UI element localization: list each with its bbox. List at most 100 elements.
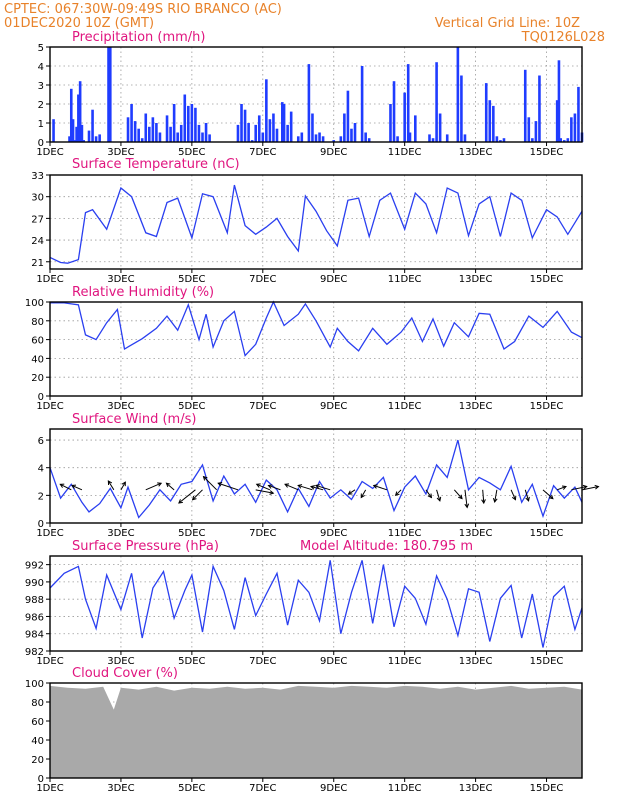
wind-arrow <box>571 484 588 491</box>
precip-bar <box>197 124 201 142</box>
precip-bar <box>82 140 85 142</box>
wind-arrow <box>464 489 470 509</box>
precip-bar <box>531 138 534 142</box>
cloud-xtick-label: 15DEC <box>530 783 564 794</box>
precip-bar <box>307 64 311 142</box>
precip-bar <box>243 109 247 142</box>
wind-arrow <box>71 484 83 491</box>
wind-arrow <box>581 484 600 491</box>
precip-bar <box>187 105 190 142</box>
precip-xtick-label: 5DEC <box>178 147 205 158</box>
temp-xtick-label: 1DEC <box>36 274 63 285</box>
precip-bar <box>438 113 442 142</box>
wind-arrow <box>165 482 175 491</box>
wind-arrow-shaft <box>436 489 441 501</box>
wind-arrow <box>524 489 530 502</box>
wind-arrow <box>178 489 196 504</box>
precip-bar <box>573 113 577 142</box>
cloud-ytick-label: 40 <box>31 736 44 747</box>
precip-frame <box>49 46 583 143</box>
wind-arrow <box>436 489 442 502</box>
pressure-xtick-label: 11DEC <box>388 656 422 667</box>
precip-bar <box>577 86 580 142</box>
wind-arrow <box>120 481 126 491</box>
temp-ytick-label: 30 <box>31 193 44 204</box>
wind-arrow <box>107 480 115 491</box>
wind-arrow-shaft <box>373 484 388 491</box>
precip-bar <box>107 47 110 142</box>
wind-arrow <box>314 484 331 491</box>
header-model-code: TQ0126L028 <box>521 30 605 45</box>
wind-arrow-shaft <box>348 489 356 495</box>
precip-bar <box>208 134 211 142</box>
precip-bar <box>169 126 172 142</box>
precip-bar <box>204 123 208 142</box>
precip-bar <box>343 113 346 142</box>
precip-bar <box>314 134 318 142</box>
precip-bar <box>148 126 151 142</box>
cloud-area <box>50 685 582 778</box>
precip-xtick-label: 15DEC <box>530 147 564 158</box>
precip-bar <box>350 128 353 142</box>
humidity-xtick-label: 9DEC <box>320 401 347 412</box>
precip-bar <box>133 121 137 142</box>
wind-arrow-head <box>157 482 163 487</box>
precip-bar <box>570 117 573 142</box>
humidity-frame <box>49 301 583 397</box>
precip-bar <box>80 124 84 142</box>
precip-ytick-label: 2 <box>38 100 44 111</box>
precip-bar <box>311 113 314 142</box>
humidity-ytick-label: 20 <box>31 373 44 384</box>
wind-arrow-head <box>427 493 433 499</box>
wind-arrow-shaft <box>482 489 485 504</box>
precip-xtick-label: 1DEC <box>36 147 63 158</box>
precip-bar <box>392 81 396 142</box>
precip-xtick-label: 13DEC <box>459 147 493 158</box>
panel-title-precipitation: Precipitation (mm/h) <box>72 30 205 45</box>
wind-arrow-head <box>594 484 600 490</box>
humidity-ytick-label: 80 <box>31 317 44 328</box>
panel-title-humidity: Relative Humidity (%) <box>72 285 214 300</box>
pressure-ytick-label: 992 <box>25 561 44 572</box>
precip-bar <box>282 104 286 142</box>
temp-series-line <box>49 184 583 264</box>
humidity-xtick-label: 7DEC <box>249 401 276 412</box>
wind-arrow <box>217 482 239 491</box>
wind-arrow-shaft <box>453 489 463 499</box>
wind-frame <box>49 428 583 524</box>
panel-title-model-altitude: Model Altitude: 180.795 m <box>300 539 473 554</box>
precip-xtick-label: 9DEC <box>320 147 347 158</box>
precip-bar <box>94 136 98 142</box>
temp-xtick-label: 9DEC <box>320 274 347 285</box>
wind-arrow-shaft <box>315 484 331 491</box>
pressure-xtick-label: 5DEC <box>178 656 205 667</box>
precip-xtick-label: 3DEC <box>107 147 134 158</box>
precip-bar <box>275 128 279 142</box>
temp-panel: 21 24 27 30 33 1DEC 3DEC 5DEC 7DEC 9DEC 11DEC 13DEC… <box>31 171 583 285</box>
wind-arrow-shaft <box>571 486 587 491</box>
wind-arrow-head <box>267 484 273 489</box>
precip-bar <box>534 121 538 142</box>
precip-bar <box>240 104 243 142</box>
precip-bar <box>408 132 412 142</box>
precip-bar <box>165 115 169 142</box>
precip-bar <box>339 136 343 142</box>
precip-xtick-label: 11DEC <box>388 147 422 158</box>
precip-bar <box>250 140 254 142</box>
precip-bar <box>527 117 531 142</box>
precip-ytick-label: 4 <box>38 62 44 73</box>
pressure-xtick-label: 9DEC <box>320 656 347 667</box>
temp-frame <box>49 174 583 270</box>
wind-ytick-label: 4 <box>38 464 44 475</box>
wind-arrow-head <box>372 484 378 489</box>
precip-bar <box>403 92 406 142</box>
precip-ytick-label: 5 <box>38 43 44 54</box>
precip-bar <box>183 94 187 142</box>
wind-panel: 0 2 4 6 1DEC 3DEC 5DEC 7DEC 9DEC 11DEC 13DEC 15DEC <box>36 428 600 539</box>
precip-bar <box>364 132 367 142</box>
wind-arrow-head <box>191 495 197 501</box>
temp-xtick-label: 5DEC <box>178 274 205 285</box>
pressure-ytick-label: 986 <box>25 612 44 623</box>
wind-arrow <box>145 482 163 491</box>
wind-arrow-shaft <box>145 482 162 491</box>
